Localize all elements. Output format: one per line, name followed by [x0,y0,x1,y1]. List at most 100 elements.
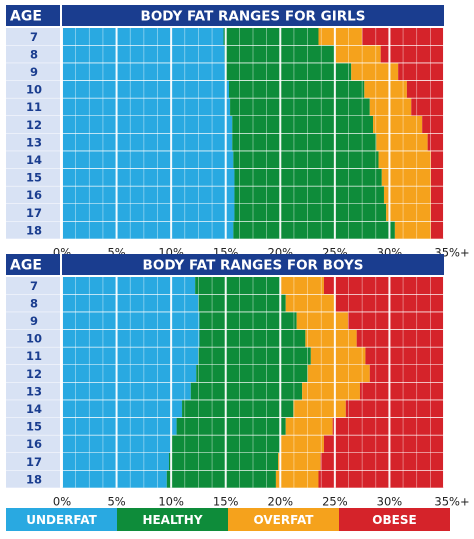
bar-segment-overfat [381,168,431,186]
bar-segment-obese [430,221,444,239]
age-label: 16 [26,437,42,451]
bar-segment-healthy [182,400,294,418]
bar-segment-underfat [62,312,200,330]
bar-segment-underfat [62,28,224,46]
age-cell [6,277,60,295]
bar-segment-underfat [62,45,225,63]
bar-segment-overfat [293,400,346,418]
bar-segment-overfat [280,277,324,295]
chart-title-bar [62,254,444,275]
age-cell [6,312,60,330]
bar-segment-healthy [198,294,286,312]
age-cell [6,294,60,312]
age-cell [6,63,60,81]
bar-segment-underfat [62,470,167,488]
age-cell [6,45,60,63]
age-label: 16 [26,188,42,202]
bar-segment-obese [369,365,444,383]
chart-boys: AGE BODY FAT RANGES FOR BOYS 7 8 9 10 11 12 13 14… [6,254,470,509]
bar-segment-underfat [62,400,183,418]
bar-segment-underfat [62,80,229,98]
bar-segment-overfat [351,63,399,81]
bar-segment-obese [398,63,444,81]
bar-segment-healthy [234,204,387,222]
bar-segment-healthy [223,28,319,46]
age-label: 15 [26,171,42,185]
age-label: 8 [30,296,38,310]
age-label: 17 [26,206,42,220]
x-tick-label: 25% [322,495,348,509]
x-tick-label: 15% [213,495,239,509]
bar-segment-healthy [233,221,395,239]
bar-segment-obese [380,45,444,63]
bar-segment-obese [332,417,444,435]
bar-segment-underfat [62,329,200,347]
age-label: 11 [26,349,42,363]
bar-segment-obese [323,277,444,295]
x-tick-label: 35%+ [434,495,469,509]
bar-segment-obese [430,204,444,222]
bar-segment-obese [347,312,444,330]
legend: UNDERFAT HEALTHY OVERFAT OBESE [6,508,450,531]
bar-segment-underfat [62,417,177,435]
bar-segment-underfat [62,116,233,134]
age-label: 9 [30,314,38,328]
bar-segment-obese [320,453,444,471]
bar-segment-healthy [195,277,281,295]
bar-segment-healthy [234,186,384,204]
age-cell [6,470,60,488]
bar-segment-overfat [307,365,370,383]
bar-segment-overfat [386,204,431,222]
age-cell [6,133,60,151]
legend-label: OBESE [372,513,416,527]
bar-segment-overfat [280,435,324,453]
chart-title-bar [62,5,444,26]
bar-segment-underfat [62,453,169,471]
legend-swatch [117,508,228,531]
age-cell [6,186,60,204]
bar-segment-obese [356,329,444,347]
bar-segment-obese [430,151,444,169]
age-cell [6,116,60,134]
bar-segment-underfat [62,365,197,383]
age-cell [6,151,60,169]
age-label: 12 [26,118,42,132]
x-tick-label: 5% [107,495,125,509]
bar-segment-healthy [166,470,276,488]
age-label: 12 [26,367,42,381]
x-tick-label: 10% [158,495,184,509]
bar-segment-obese [430,168,444,186]
bar-segment-overfat [318,28,363,46]
age-cell [6,98,60,116]
bar-segment-healthy [199,312,297,330]
age-label: 14 [26,153,42,167]
bar-segment-healthy [196,365,308,383]
bar-segment-obese [427,133,444,151]
age-label: 18 [26,472,42,486]
bar-segment-healthy [232,116,374,134]
chart-title: BODY FAT RANGES FOR BOYS [143,258,364,274]
age-label: 15 [26,420,42,434]
bar-segment-overfat [394,221,431,239]
x-tick-label: 30% [377,495,403,509]
bar-segment-underfat [62,168,235,186]
bar-segment-overfat [310,347,366,365]
bar-segment-underfat [62,186,235,204]
bar-segment-obese [411,98,444,116]
age-label: 11 [26,100,42,114]
chart-girls: AGE BODY FAT RANGES FOR GIRLS 7 8 9 10 11 12 13 1… [6,5,470,260]
bar-segment-healthy [234,168,382,186]
bar-segment-obese [318,470,444,488]
age-cell [6,400,60,418]
age-label: 13 [26,135,42,149]
age-cell [6,382,60,400]
x-tick-label: 20% [268,495,294,509]
legend-label: OVERFAT [254,513,315,527]
bar-segment-healthy [176,417,286,435]
chart-title: BODY FAT RANGES FOR GIRLS [141,9,366,25]
bar-segment-underfat [62,151,234,169]
bar-segment-overfat [383,186,431,204]
age-cell [6,329,60,347]
bar-segment-healthy [232,133,377,151]
